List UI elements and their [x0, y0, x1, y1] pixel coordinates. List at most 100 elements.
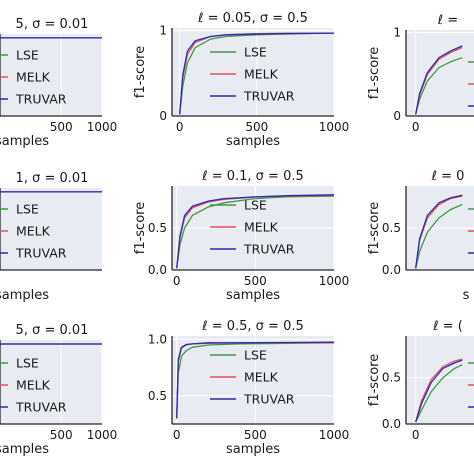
legend-label-lse: LSE [244, 198, 267, 213]
y-axis-label: f1-score [133, 46, 148, 98]
y-tick-label: 0.0 [382, 417, 401, 431]
plot-area [406, 336, 474, 424]
series-line-lse [176, 342, 335, 419]
y-tick-label: 1 [159, 24, 167, 38]
x-axis-label: samples [226, 288, 280, 303]
series-line-melk [415, 358, 463, 423]
subplot-5: 0 500 1000 0.0 0.5 ℓ = 0.1, σ = 0.5 samples f1-… [133, 169, 349, 303]
y-tick-label: 0 [159, 109, 167, 123]
series-line-lse [176, 195, 335, 269]
legend-label-lse: LSE [244, 45, 267, 60]
series-line-truvar [176, 341, 335, 419]
x-tick-label: 500 [50, 428, 73, 442]
x-tick-label: 500 [244, 274, 267, 288]
legend-label-lse: LSE [16, 202, 39, 217]
plot-area [172, 28, 334, 116]
x-axis-label: samples [226, 134, 280, 149]
series-line-truvar [179, 32, 335, 115]
plot-area [0, 34, 102, 116]
legend-label-truvar: TRUVAR [15, 246, 67, 261]
y-axis-label: f1-score [367, 354, 382, 406]
subplot-2: 0 500 1000 0 1 ℓ = 0.05, σ = 0.5 samples f1-sco… [133, 11, 349, 149]
subplot-8: 0 500 1000 0.5 1.0 ℓ = 0.5, σ = 0.5 samples LSE… [148, 319, 349, 457]
series-line-truvar [176, 194, 335, 269]
x-tick-label: 1000 [319, 120, 350, 134]
legend-label-melk: MELK [244, 370, 279, 385]
subplot-title: ℓ = 0 [431, 169, 465, 184]
legend-label-melk: MELK [16, 378, 51, 393]
x-axis-label: samples [226, 442, 280, 457]
x-tick-label: 1000 [319, 274, 350, 288]
subplot-title: 5, σ = 0.01 [16, 17, 89, 32]
x-tick-label: 0 [173, 274, 181, 288]
y-tick-label: 0.5 [148, 389, 167, 403]
x-axis-label: samples [0, 134, 49, 149]
subplot-title: ℓ = [437, 13, 458, 28]
series-line-lse [415, 364, 463, 423]
x-tick-label: 500 [245, 120, 268, 134]
x-tick-label: 1000 [87, 428, 118, 442]
legend-label-melk: MELK [244, 220, 279, 235]
y-tick-label: 0.0 [148, 263, 167, 277]
subplot-title: ℓ = ( [432, 319, 463, 334]
legend: LSE MELK TRUVAR [210, 348, 295, 407]
x-tick-label: 0 [412, 120, 420, 134]
series-line-lse [415, 203, 463, 269]
x-tick-label: 500 [244, 428, 267, 442]
legend: LSE MELK TRUVAR [210, 198, 295, 257]
legend: LSE MELK TRUVAR [210, 45, 295, 104]
y-tick-label: 0.5 [148, 221, 167, 235]
legend-label-melk: MELK [16, 70, 51, 85]
subplot-title: 5, σ = 0.01 [16, 323, 89, 338]
x-tick-label: 500 [50, 120, 73, 134]
y-tick-label: 1 [393, 26, 401, 40]
legend-label-melk: MELK [244, 67, 279, 82]
legend-label-lse: LSE [16, 48, 39, 63]
plot-area [172, 336, 334, 424]
x-tick-label: 1000 [319, 428, 350, 442]
y-axis-label: f1-score [367, 47, 382, 99]
y-tick-label: 1.0 [148, 332, 167, 346]
y-tick-label: 0.0 [382, 263, 401, 277]
subplot-1: 500 1000 5, σ = 0.01 samples LSE MELK TRUVAR [0, 17, 117, 149]
legend-label-truvar: TRUVAR [15, 400, 67, 415]
y-tick-label: 0.5 [382, 371, 401, 385]
y-tick-label: 0.5 [382, 221, 401, 235]
plot-area [406, 30, 474, 116]
legend: LSE MELK TRUVAR [0, 48, 67, 107]
legend-label-truvar: TRUVAR [243, 242, 295, 257]
subplot-title: 1, σ = 0.01 [16, 171, 89, 186]
series-line-truvar [415, 45, 463, 115]
legend-label-truvar: TRUVAR [15, 92, 67, 107]
y-axis-label: f1-score [367, 202, 382, 254]
legend-label-truvar: TRUVAR [243, 392, 295, 407]
x-axis-label: samples [0, 442, 49, 457]
x-axis-label: s [463, 288, 470, 303]
series-line-truvar [415, 194, 463, 269]
series-line-lse [415, 56, 463, 115]
x-axis-label: samples [0, 288, 49, 303]
plot-area [0, 188, 102, 270]
subplot-title: ℓ = 0.05, σ = 0.5 [197, 11, 308, 26]
subplot-7: 500 1000 5, σ = 0.01 samples LSE MELK TRUVAR [0, 323, 117, 457]
y-axis-label: f1-score [133, 202, 148, 254]
plot-area [0, 340, 102, 424]
x-tick-label: 0 [173, 428, 181, 442]
subplot-4: 1, σ = 0.01 samples LSE MELK TRUVAR [0, 171, 102, 303]
y-tick-label: 0 [393, 109, 401, 123]
subplot-title: ℓ = 0.1, σ = 0.5 [201, 169, 304, 184]
legend-label-melk: MELK [16, 224, 51, 239]
legend-label-truvar: TRUVAR [243, 89, 295, 104]
legend-label-lse: LSE [244, 348, 267, 363]
subplot-title: ℓ = 0.5, σ = 0.5 [201, 319, 304, 334]
x-tick-label: 1000 [87, 120, 118, 134]
x-tick-label: 0 [176, 120, 184, 134]
